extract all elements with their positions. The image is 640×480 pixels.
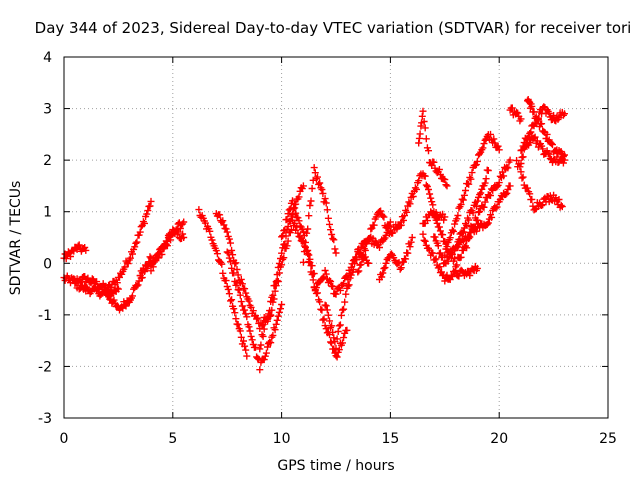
y-tick-label: 4 — [43, 50, 52, 66]
series-sat-track-2 — [60, 241, 90, 263]
y-tick-label: 2 — [43, 153, 52, 169]
series-sat-track-7 — [195, 206, 251, 360]
x-tick-label: 5 — [168, 431, 177, 447]
series-sat-track-11 — [267, 216, 318, 320]
series-sat-track-27 — [517, 103, 568, 154]
x-tick-label: 0 — [60, 431, 69, 447]
series-sat-track-16 — [354, 207, 405, 276]
y-tick-label: -2 — [38, 359, 52, 375]
y-axis-label: SDTVAR / TECUs — [8, 181, 24, 296]
series-sat-track-26 — [506, 104, 525, 125]
x-tick-label: 25 — [599, 431, 617, 447]
x-tick-label: 15 — [381, 431, 399, 447]
x-tick-label: 20 — [490, 431, 508, 447]
y-tick-label: 0 — [43, 256, 52, 272]
series-sat-track-6 — [147, 227, 188, 275]
series-sat-track-20 — [419, 230, 481, 285]
series-sat-track-23 — [441, 130, 503, 259]
series-sat-track-25 — [463, 182, 514, 244]
tick-layer: 0 5 10 15 20 25 -3 -2 -1 0 1 2 3 4 — [38, 50, 617, 447]
series-sat-track-13 — [299, 164, 340, 266]
series-sat-track-29 — [524, 96, 568, 160]
grid-layer — [64, 57, 608, 418]
series-sat-track-19 — [415, 107, 451, 190]
series-sat-track-3 — [71, 278, 122, 300]
y-tick-label: 3 — [43, 102, 52, 118]
chart-title: Day 344 of 2023, Sidereal Day-to-day VTE… — [35, 19, 632, 37]
x-axis-label: GPS time / hours — [277, 458, 394, 474]
y-tick-label: -1 — [38, 308, 52, 324]
series-sat-track-30 — [513, 157, 566, 214]
series-sat-track-17 — [376, 234, 416, 283]
plot-frame — [63, 56, 609, 419]
x-tick-label: 10 — [273, 431, 291, 447]
series-sat-track-9 — [223, 248, 286, 374]
data-layer — [60, 96, 568, 374]
y-tick-label: -3 — [38, 411, 52, 427]
y-tick-label: 1 — [43, 205, 52, 221]
